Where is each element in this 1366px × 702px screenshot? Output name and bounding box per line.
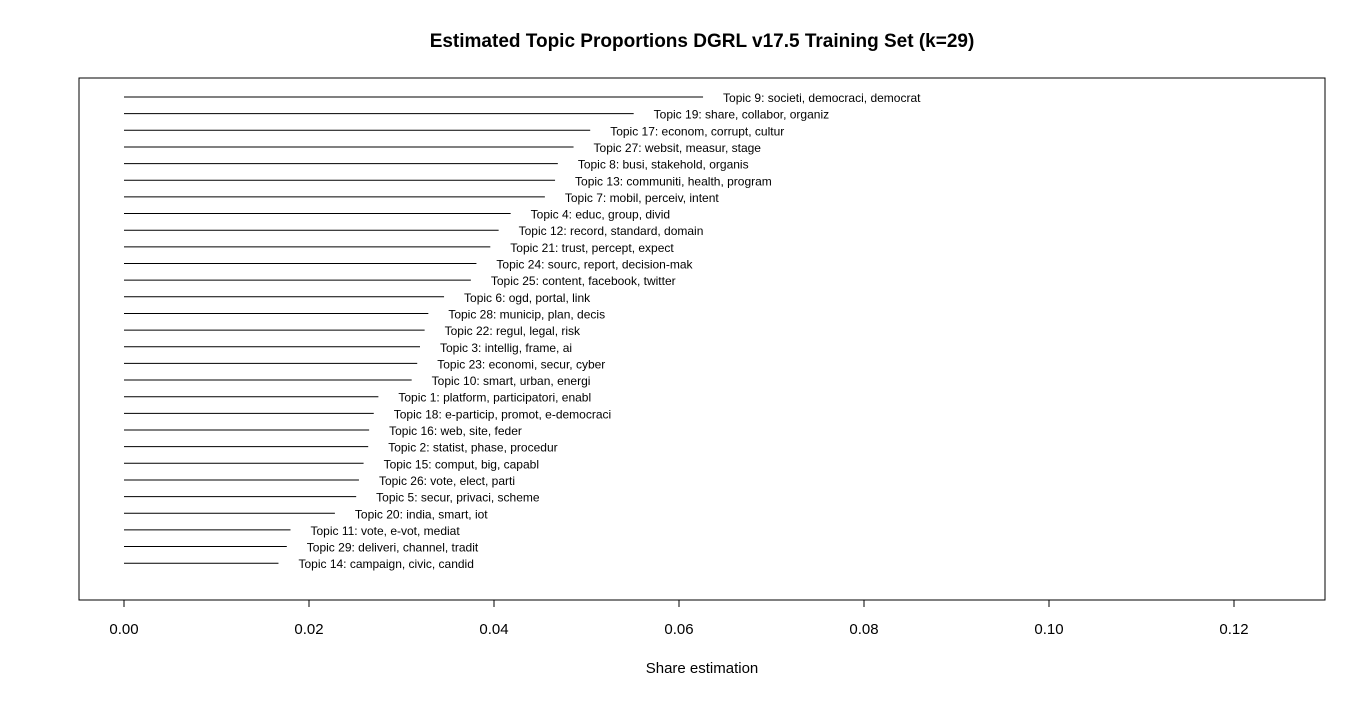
bar-label: Topic 6: ogd, portal, link <box>464 291 591 305</box>
bar-label: Topic 29: deliveri, channel, tradit <box>307 541 479 555</box>
bar-label: Topic 21: trust, percept, expect <box>510 241 674 255</box>
bar-label: Topic 9: societi, democraci, democrat <box>723 91 921 105</box>
bar-label: Topic 26: vote, elect, parti <box>379 474 515 488</box>
bar-label: Topic 18: e-particip, promot, e-democrac… <box>394 407 611 421</box>
bar-label: Topic 22: regul, legal, risk <box>445 324 581 338</box>
bar-label: Topic 8: busi, stakehold, organis <box>578 158 749 172</box>
bar-label: Topic 20: india, smart, iot <box>355 507 488 521</box>
bar-label: Topic 25: content, facebook, twitter <box>491 274 676 288</box>
bar-label: Topic 17: econom, corrupt, cultur <box>610 124 784 138</box>
bar-label: Topic 5: secur, privaci, scheme <box>376 491 540 505</box>
plot-frame <box>78 77 1326 601</box>
x-axis-label: Share estimation <box>646 660 759 677</box>
x-axis-ticks: 0.00 0.02 0.04 0.06 0.08 0.10 0.12 <box>109 600 1249 638</box>
x-tick-label: 0.04 <box>479 621 508 638</box>
bar-label: Topic 12: record, standard, domain <box>519 224 704 238</box>
bar-label: Topic 16: web, site, feder <box>389 424 522 438</box>
bar-label: Topic 10: smart, urban, energi <box>432 374 591 388</box>
bar-label: Topic 11: vote, e-vot, mediat <box>311 524 461 538</box>
chart-title: Estimated Topic Proportions DGRL v17.5 T… <box>430 31 975 52</box>
x-tick-label: 0.10 <box>1034 621 1063 638</box>
x-tick-label: 0.12 <box>1219 621 1248 638</box>
bar-label: Topic 23: economi, secur, cyber <box>437 357 605 371</box>
bar-label: Topic 24: sourc, report, decision-mak <box>496 258 693 272</box>
x-tick-label: 0.06 <box>664 621 693 638</box>
bar-label: Topic 15: comput, big, capabl <box>384 457 539 471</box>
bar-label: Topic 2: statist, phase, procedur <box>388 441 557 455</box>
bars-group: Topic 9: societi, democraci, democrat Top… <box>124 91 921 571</box>
bar-label: Topic 7: mobil, perceiv, intent <box>565 191 720 205</box>
bar-label: Topic 3: intellig, frame, ai <box>440 341 572 355</box>
bar-label: Topic 28: municip, plan, decis <box>448 307 605 321</box>
bar-label: Topic 27: websit, measur, stage <box>594 141 762 155</box>
x-tick-label: 0.08 <box>849 621 878 638</box>
bar-label: Topic 14: campaign, civic, candid <box>298 557 473 571</box>
x-tick-label: 0.00 <box>109 621 138 638</box>
bar-label: Topic 1: platform, participatori, enabl <box>398 391 591 405</box>
bar-label: Topic 13: communiti, health, program <box>575 174 772 188</box>
x-tick-label: 0.02 <box>294 621 323 638</box>
bar-label: Topic 19: share, collabor, organiz <box>654 108 829 122</box>
bar-label: Topic 4: educ, group, divid <box>531 208 670 222</box>
